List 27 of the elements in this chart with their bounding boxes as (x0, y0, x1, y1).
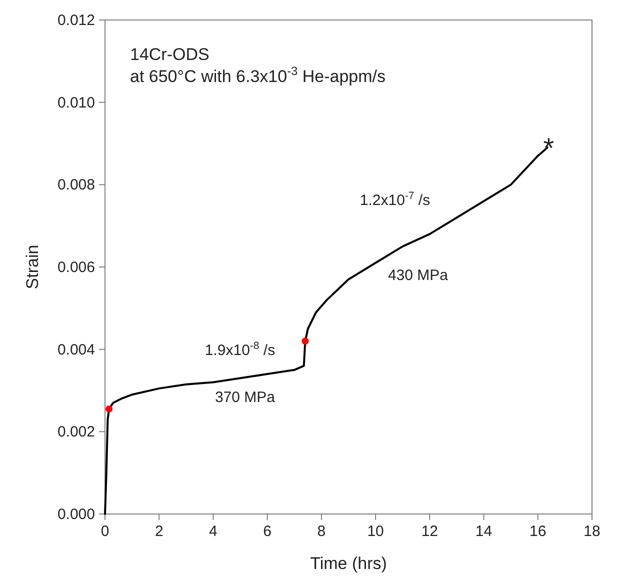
x-tick-label: 14 (475, 523, 492, 540)
text: at 650°C with 6.3x10$^{-3}$ He-appm/s (130, 64, 386, 86)
annotation: 1.2x10$^{-7}$ /s (360, 190, 430, 209)
x-tick-label: 12 (421, 523, 438, 540)
x-tick-label: 2 (154, 523, 164, 540)
y-axis-title: Strain (23, 244, 42, 290)
line-series (104, 146, 548, 515)
y-tick-label: 0.012 (57, 12, 95, 29)
annotation: * (543, 132, 554, 164)
y-tick-label: 0.002 (57, 424, 95, 441)
x-tick-label: 4 (209, 523, 218, 540)
x-tick-label: 8 (317, 523, 326, 540)
x-tick-label: 10 (367, 523, 384, 540)
annotation: 430 MPa (388, 267, 449, 284)
annotation: 1.9x10$^{-8}$ /s (204, 340, 276, 359)
x-axis-title: Time (hrs) (310, 554, 387, 573)
y-tick-label: 0.010 (57, 94, 95, 112)
text: 14Cr-ODS (130, 45, 210, 64)
y-tick-label: 0.004 (57, 341, 95, 358)
y-tick-label: 0.008 (57, 176, 95, 194)
x-tick-label: 16 (530, 523, 546, 540)
x-tick-label: 0 (100, 523, 110, 540)
y-tick-label: 0.000 (57, 506, 95, 523)
y-tick-label: 0.006 (57, 259, 95, 276)
x-tick-label: 6 (263, 523, 272, 540)
x-tick-label: 18 (584, 523, 600, 540)
annotation: 370 MPa (214, 389, 276, 406)
